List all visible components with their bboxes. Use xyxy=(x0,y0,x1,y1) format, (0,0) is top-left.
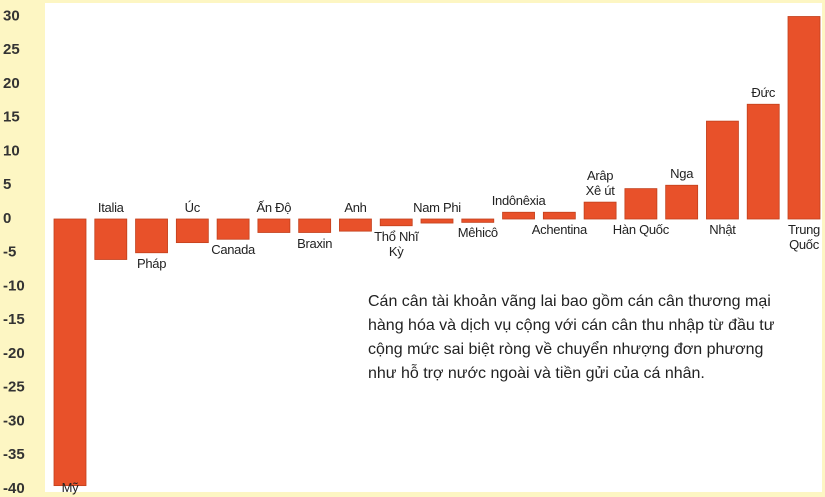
bar-label: Nga xyxy=(670,166,694,182)
bar xyxy=(216,218,250,240)
y-tick-label: -40 xyxy=(3,480,25,497)
bar-label: Nhật xyxy=(709,222,736,237)
bar xyxy=(175,218,209,244)
bar xyxy=(420,218,454,224)
bar xyxy=(298,218,332,233)
y-tick-label: -15 xyxy=(3,311,25,328)
bar xyxy=(53,218,87,487)
bar-label: Úc xyxy=(184,200,201,215)
y-tick-label: 25 xyxy=(3,41,20,58)
bar xyxy=(583,201,617,220)
bar-label: Trung Quốc xyxy=(788,222,820,252)
y-tick-label: -30 xyxy=(3,412,25,429)
bar-label: Pháp xyxy=(136,255,167,271)
bar xyxy=(135,218,168,254)
y-tick-label: 0 xyxy=(3,210,11,227)
bar-label: Anh xyxy=(344,200,367,215)
bar xyxy=(257,218,291,233)
y-tick-label: 15 xyxy=(3,109,20,126)
y-tick-label: 5 xyxy=(3,176,11,193)
y-tick-label: -10 xyxy=(3,277,25,294)
y-tick-label: -25 xyxy=(3,379,25,396)
bar xyxy=(379,218,413,227)
bar-label: Mêhicô xyxy=(457,225,498,241)
bar-label: Italia xyxy=(97,200,124,215)
bar xyxy=(624,188,658,220)
bar xyxy=(542,211,576,220)
bar-label: Ấn Độ xyxy=(256,200,292,215)
y-tick-label: -5 xyxy=(3,244,16,261)
bar xyxy=(339,218,372,232)
bar-label: Achentina xyxy=(531,222,587,237)
bar-label: Canada xyxy=(211,242,255,258)
bar xyxy=(502,211,535,220)
bar-label: Arâp Xê út xyxy=(585,168,615,199)
y-tick-label: -20 xyxy=(3,345,25,362)
y-tick-label: 20 xyxy=(3,75,20,92)
bar xyxy=(94,218,128,260)
bar xyxy=(787,16,821,220)
bar xyxy=(461,218,495,223)
bar-label: Indônêxia xyxy=(491,193,546,209)
plot-area xyxy=(45,3,822,492)
bar xyxy=(706,120,739,220)
bar-label: Thổ Nhĩ Kỳ xyxy=(374,228,419,259)
annotation: Cán cân tài khoản vãng lai bao gồm cán c… xyxy=(368,293,775,382)
bar-label: Mỹ xyxy=(61,480,79,495)
y-tick-label: 10 xyxy=(3,142,20,159)
bar xyxy=(665,184,699,220)
bar-label: Braxin xyxy=(297,235,333,251)
bar-label: Nam Phi xyxy=(413,200,461,215)
y-tick-label: 30 xyxy=(3,7,20,24)
bar xyxy=(746,103,780,220)
bar-label: Hàn Quốc xyxy=(612,222,669,237)
bar-label: Đức xyxy=(751,85,776,101)
y-tick-label: -35 xyxy=(3,446,25,463)
